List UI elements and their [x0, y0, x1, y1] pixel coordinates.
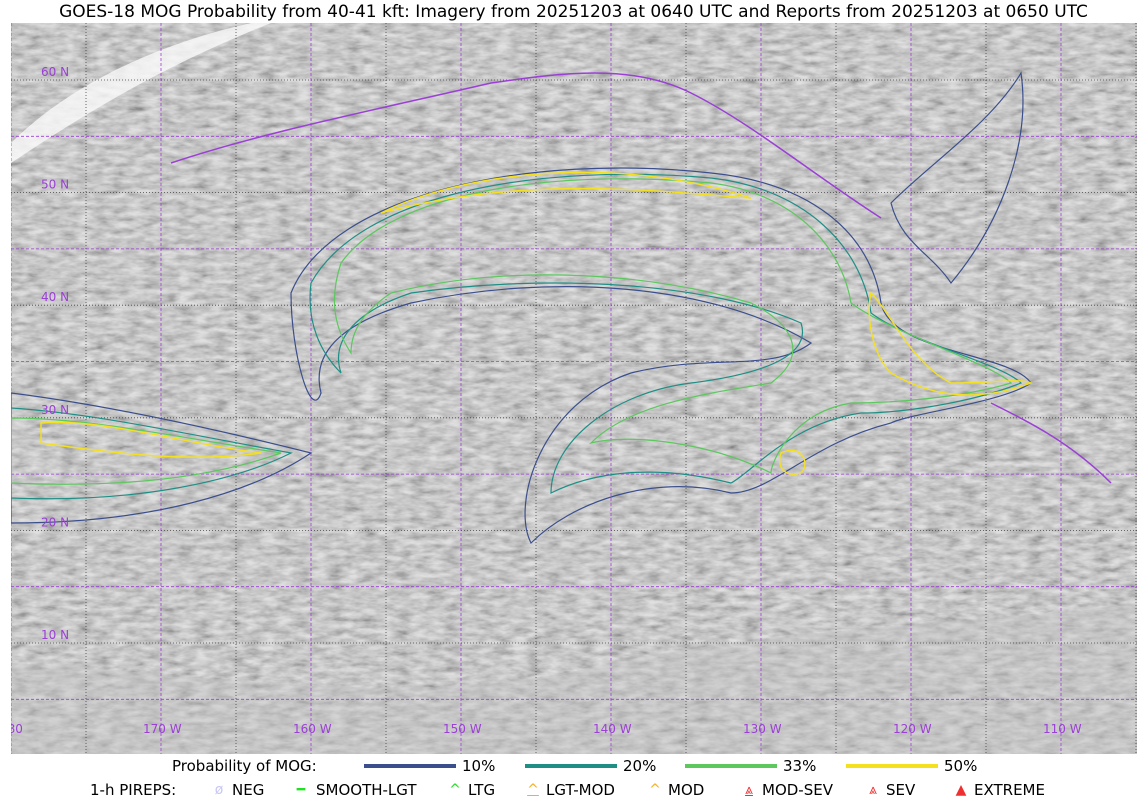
pirep-legend-title: 1-h PIREPS:: [90, 781, 177, 799]
lon-label: 150 W: [443, 722, 482, 736]
lon-label: 170 W: [143, 722, 182, 736]
legend-label: LTG: [468, 781, 496, 799]
legend-label: NEG: [232, 781, 265, 799]
lon-label: 120 W: [893, 722, 932, 736]
pirep-sev: ⩓ SEV: [864, 781, 915, 799]
legend-label: 33%: [783, 757, 817, 775]
legend-label: SEV: [886, 781, 916, 799]
contour-10pct: [11, 71, 1032, 545]
contour-50pct: [40, 171, 1033, 475]
legend-label: 50%: [944, 757, 978, 775]
coastline: [170, 72, 1112, 484]
grid-labels: 60 N 50 N 40 N 30 N 20 N 10 N 180 170 W 160 W 150…: [11, 65, 1082, 736]
pirep-mod: ^ MOD: [646, 781, 704, 799]
caret-icon: ^: [449, 782, 461, 798]
lat-label: 10 N: [41, 628, 69, 642]
legend-item-10pct: 10%: [364, 757, 495, 775]
probability-legend-title: Probability of MOG:: [172, 757, 317, 775]
lon-label: 140 W: [593, 722, 632, 736]
lon-label: 130 W: [743, 722, 782, 736]
lat-lon-grid: [11, 23, 1137, 754]
lon-label: 110 W: [1043, 722, 1082, 736]
swatch-33pct: [685, 764, 777, 768]
legend-item-50pct: 50%: [846, 757, 977, 775]
legend-label: LGT-MOD: [546, 781, 615, 799]
caret-icon: ^: [649, 782, 661, 798]
caret-underline-icon: ^: [527, 782, 539, 798]
lat-label: 40 N: [41, 290, 69, 304]
pirep-mod-sev: ⩓ MOD-SEV: [740, 781, 833, 799]
swatch-50pct: [846, 764, 938, 768]
lon-label: 180: [11, 722, 23, 736]
satellite-map: 60 N 50 N 40 N 30 N 20 N 10 N 180 170 W 160 W 150…: [11, 23, 1137, 754]
pirep-ltg: ^ LTG: [446, 781, 495, 799]
pirep-extreme: ▲ EXTREME: [952, 781, 1045, 799]
lower-cloud-field: [11, 603, 1137, 754]
swatch-10pct: [364, 764, 456, 768]
legend-label: 20%: [623, 757, 657, 775]
lat-label: 60 N: [41, 65, 69, 79]
imagery-texture: [11, 23, 1137, 754]
line-icon: ━: [296, 782, 306, 798]
pirep-smooth-lgt: ━ SMOOTH-LGT: [290, 781, 417, 799]
pirep-legend: 1-h PIREPS: ø NEG ━ SMOOTH-LGT ^ LTG ^ LGT-M…: [0, 781, 1147, 801]
contour-33pct: [11, 178, 1013, 485]
lat-label: 30 N: [41, 403, 69, 417]
double-caret-underline-icon: ⩓: [745, 782, 753, 798]
pirep-lgt-mod: ^ LGT-MOD: [524, 781, 615, 799]
lon-label: 160 W: [293, 722, 332, 736]
lat-label: 50 N: [41, 178, 69, 192]
legend-label: MOD-SEV: [762, 781, 833, 799]
map-title: GOES-18 MOG Probability from 40-41 kft: …: [59, 2, 1088, 22]
double-caret-icon: ⩓: [869, 782, 877, 798]
swatch-20pct: [525, 764, 617, 768]
legend-label: MOD: [668, 781, 705, 799]
lat-label: 20 N: [41, 515, 69, 529]
slashed-circle-icon: ø: [214, 782, 224, 798]
pirep-neg: ø NEG: [210, 781, 265, 799]
legend-label: SMOOTH-LGT: [316, 781, 417, 799]
legend-label: EXTREME: [974, 781, 1045, 799]
legend-item-33pct: 33%: [685, 757, 816, 775]
filled-triangle-icon: ▲: [955, 782, 967, 798]
contour-20pct: [11, 173, 1023, 500]
legend-item-20pct: 20%: [525, 757, 656, 775]
probability-legend: Probability of MOG: 10% 20% 33% 50%: [0, 757, 1147, 777]
legend-label: 10%: [462, 757, 496, 775]
